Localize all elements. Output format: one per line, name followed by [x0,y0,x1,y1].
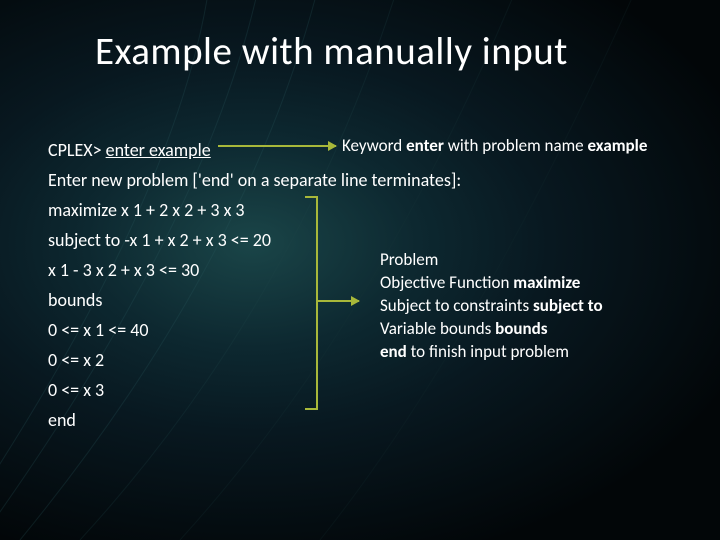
bracket-connector [305,196,327,410]
code-line: end [48,405,461,435]
annotation-line: end to finish input problem [380,340,603,363]
code-line: maximize x 1 + 2 x 2 + 3 x 3 [48,195,461,225]
annotation-bold: example [587,135,647,156]
annotation-line: Subject to constraints subject to [380,294,603,317]
annotation-line: Problem [380,248,603,271]
annotation-line: Variable bounds bounds [380,317,603,340]
code-line: Enter new problem ['end' on a separate l… [48,165,461,195]
annotation-problem-box: Problem Objective Function maximize Subj… [380,248,603,363]
annotation-line: Objective Function maximize [380,271,603,294]
code-line: 0 <= x 3 [48,375,461,405]
annotation-bold: enter [406,135,444,156]
arrow-connector [218,145,336,147]
annotation-text: Keyword [342,135,406,156]
annotation-keyword: Keyword enter with problem name example [342,135,647,156]
code-underline: enter example [106,139,211,161]
slide-title: Example with manually input [95,28,568,75]
annotation-text: with problem name [444,135,588,156]
